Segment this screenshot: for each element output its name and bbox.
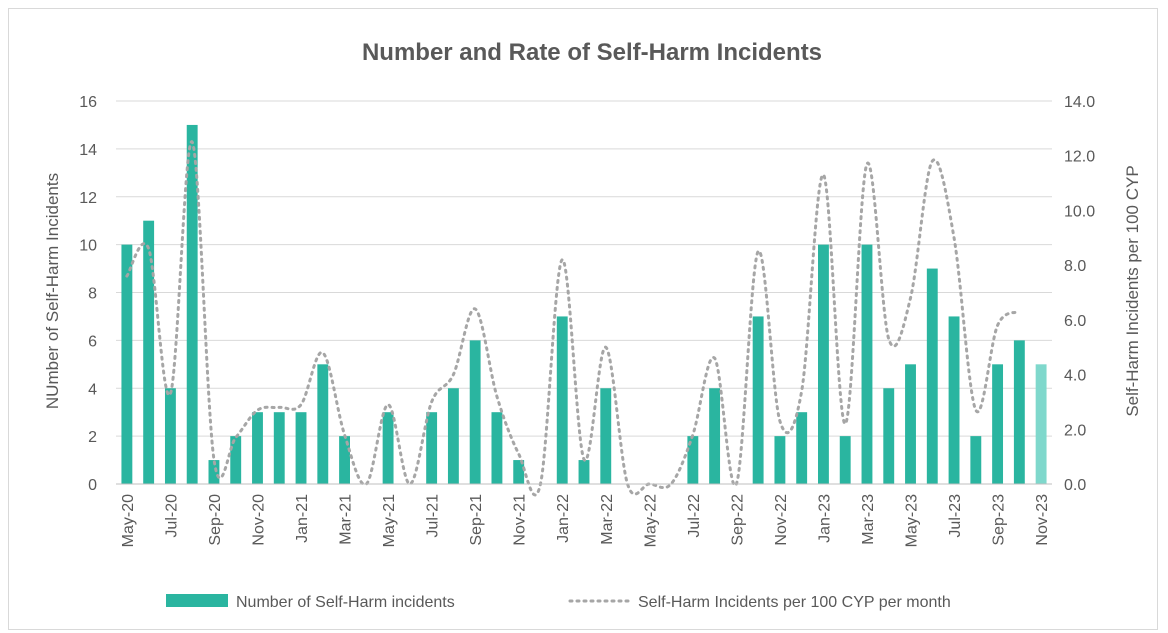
bar — [970, 436, 982, 484]
bar — [818, 244, 829, 484]
legend-line-label: Self-Harm Incidents per 100 CYP per mont… — [638, 594, 951, 611]
x-tick-label: Mar-22 — [599, 494, 616, 545]
bar — [839, 436, 851, 484]
x-tick-label: May-21 — [381, 494, 398, 547]
bar — [295, 412, 307, 484]
x-tick-label: Sep-20 — [207, 494, 224, 546]
bar — [382, 412, 394, 484]
y-tick-label: 16 — [79, 94, 97, 111]
x-tick-label: Nov-20 — [250, 494, 267, 546]
y2-tick-label: 2.0 — [1064, 422, 1086, 439]
bar — [208, 460, 220, 484]
legend-bar-label: Number of Self-Harm incidents — [236, 594, 455, 611]
y2-tick-label: 12.0 — [1064, 149, 1095, 166]
bar — [1013, 340, 1025, 484]
x-tick-label: Sep-21 — [468, 494, 485, 546]
y-tick-label: 8 — [88, 286, 97, 303]
x-tick-label: Jul-20 — [163, 494, 180, 538]
bar — [186, 124, 198, 484]
y-tick-label: 6 — [88, 333, 97, 350]
y2-tick-label: 8.0 — [1064, 258, 1086, 275]
y2-tick-label: 10.0 — [1064, 203, 1095, 220]
bar — [1035, 364, 1047, 484]
y-tick-label: 12 — [79, 190, 97, 207]
chart-frame — [8, 8, 1158, 630]
bar — [948, 316, 960, 484]
legend-bar-swatch — [166, 594, 228, 607]
x-tick-label: Jul-21 — [425, 494, 442, 538]
bar — [774, 436, 786, 484]
bar — [230, 436, 242, 484]
bar — [491, 412, 503, 484]
bar — [447, 388, 459, 484]
y2-axis-label: Self-Harm Incidents per 100 CYP — [1123, 165, 1142, 416]
y2-tick-label: 6.0 — [1064, 313, 1086, 330]
bar — [121, 244, 133, 484]
bar — [469, 340, 481, 484]
bar — [883, 388, 895, 484]
y-axis-label: NUmber of Self-Harm Incidents — [43, 173, 62, 409]
bar — [317, 364, 329, 484]
x-tick-label: Jul-22 — [686, 494, 703, 538]
x-tick-label: Nov-22 — [773, 494, 790, 546]
bar — [600, 388, 612, 484]
bar — [143, 220, 155, 484]
y-tick-label: 0 — [88, 477, 97, 494]
y-tick-label: 14 — [79, 142, 97, 159]
rate-line-series — [125, 140, 1021, 497]
bar-series — [121, 124, 1047, 484]
x-tick-label: May-22 — [642, 494, 659, 547]
x-tick-label: Sep-22 — [729, 494, 746, 546]
bar — [426, 412, 438, 484]
x-tick-label: Mar-23 — [860, 494, 877, 545]
rate-line — [125, 140, 1021, 497]
y-tick-label: 4 — [88, 381, 97, 398]
x-tick-label: Sep-23 — [991, 494, 1008, 546]
gridlines — [116, 100, 1052, 437]
bar — [513, 460, 525, 484]
y2-tick-label: 0.0 — [1064, 477, 1086, 494]
axes: 0 2 4 6 8 10 12 14 16 0.0 2.0 4.0 6.0 8.0 10.0 12.0 14.0… — [79, 94, 1095, 547]
chart-title: Number and Rate of Self-Harm Incidents — [362, 39, 822, 66]
x-tick-label: Nov-21 — [512, 494, 529, 546]
x-tick-label: Jan-22 — [555, 494, 572, 543]
bar — [556, 316, 568, 484]
bar — [164, 388, 176, 484]
y-tick-label: 10 — [79, 238, 97, 255]
legend: Number of Self-Harm incidents Self-Harm … — [166, 594, 951, 611]
x-tick-label: Nov-23 — [1034, 494, 1051, 546]
bar — [861, 244, 873, 484]
bar — [905, 364, 916, 484]
bar — [992, 364, 1004, 484]
bar — [709, 388, 721, 484]
y-tick-label: 2 — [88, 429, 97, 446]
bar — [687, 436, 699, 484]
bar — [796, 412, 808, 484]
x-tick-label: Jul-23 — [947, 494, 964, 538]
x-tick-label: Mar-21 — [338, 494, 355, 545]
bar — [273, 412, 285, 484]
y2-tick-label: 14.0 — [1064, 94, 1095, 111]
bar — [252, 412, 263, 484]
bar — [926, 268, 938, 484]
x-tick-label: May-23 — [904, 494, 921, 547]
x-tick-label: Jan-23 — [816, 494, 833, 543]
y2-tick-label: 4.0 — [1064, 368, 1086, 385]
x-tick-label: Jan-21 — [294, 494, 311, 543]
bar — [578, 460, 590, 484]
bar — [752, 316, 764, 484]
bar — [339, 436, 350, 484]
x-tick-label: May-20 — [120, 494, 137, 547]
